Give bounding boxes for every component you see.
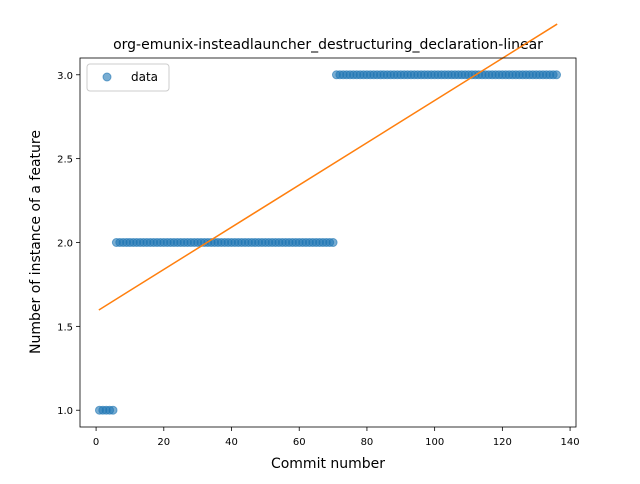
x-axis-label: Commit number xyxy=(271,456,385,472)
x-tick-label: 140 xyxy=(561,437,580,448)
y-axis-label: Number of instance of a feature xyxy=(28,130,44,354)
legend-label-data: data xyxy=(131,70,158,84)
fit-line xyxy=(98,23,558,311)
x-tick-label: 60 xyxy=(293,437,306,448)
x-tick-label: 80 xyxy=(361,437,374,448)
x-tick-label: 20 xyxy=(157,437,170,448)
x-tick-label: 120 xyxy=(493,437,512,448)
legend-marker-data xyxy=(102,72,112,82)
y-tick-label: 2.0 xyxy=(57,239,73,250)
legend-frame xyxy=(86,63,170,92)
y-tick-label: 1.0 xyxy=(57,406,73,417)
y-tick-label: 2.5 xyxy=(57,155,73,166)
x-tick-label: 0 xyxy=(93,437,99,448)
data-point xyxy=(328,238,338,247)
x-tick-label: 40 xyxy=(225,437,238,448)
y-tick-label: 1.5 xyxy=(57,322,73,333)
data-point xyxy=(552,70,562,80)
plot-area: 0 20 40 60 80 100 120 140 1.0 1.5 2.0 2.5 3.0 xyxy=(57,23,580,448)
legend: data xyxy=(86,63,170,92)
data-point xyxy=(108,405,118,415)
y-tick-label: 3.0 xyxy=(57,71,73,82)
chart-title: org-emunix-insteadlauncher_destructuring… xyxy=(113,37,543,53)
x-tick-label: 100 xyxy=(425,437,444,448)
